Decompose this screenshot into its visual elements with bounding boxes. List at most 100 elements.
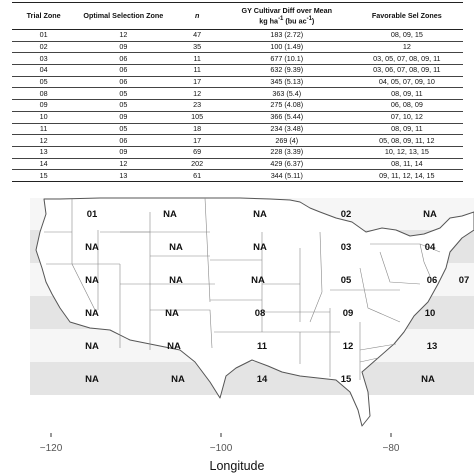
cell-gy-diff: 275 (4.08): [222, 99, 351, 112]
cell-gy-diff: 632 (9.39): [222, 64, 351, 77]
col-header-gy-diff: GY Cultivar Diff over Mean kg ha-1 (bu a…: [222, 2, 351, 30]
cell-trial-zone: 10: [12, 111, 76, 124]
cell-gy-diff: 429 (6.37): [222, 158, 351, 171]
cell-optimal-zone: 05: [75, 123, 172, 136]
state-border: [359, 343, 397, 351]
cell-n: 61: [171, 169, 223, 182]
cell-trial-zone: 03: [12, 52, 76, 66]
cell-trial-zone: 01: [12, 29, 76, 42]
zone-label: NA: [85, 275, 99, 286]
cell-optimal-zone: 06: [75, 76, 172, 89]
zone-label: 06: [427, 275, 438, 286]
table-row: 04 06 11 632 (9.39) 03, 06, 07, 08, 09, 11: [12, 64, 463, 77]
col-header-optimal-zone: Optimal Selection Zone: [75, 2, 172, 30]
cell-favorable: 08, 09, 11: [350, 123, 463, 136]
cell-trial-zone: 05: [12, 76, 76, 89]
cell-optimal-zone: 06: [75, 64, 172, 77]
state-border: [419, 243, 431, 277]
zone-label: NA: [421, 374, 435, 385]
cell-n: 17: [171, 76, 223, 89]
table-row: 11 05 18 234 (3.48) 08, 09, 11: [12, 123, 463, 136]
zone-label-layer: 01 NA NA 02 NA NA NA NA 03 04 NA NA NA 05 06 07 NA NA 08 09…: [85, 209, 469, 385]
cell-trial-zone: 02: [12, 41, 76, 54]
x-axis: −120 −100 −80 Longitude: [40, 433, 400, 473]
zone-label: NA: [85, 308, 99, 319]
x-tick-label: −100: [210, 443, 233, 454]
state-border-layer: [44, 197, 441, 380]
cell-n: 11: [171, 52, 223, 66]
cell-gy-diff: 228 (3.39): [222, 146, 351, 159]
cell-optimal-zone: 12: [75, 158, 172, 171]
table-row: 08 05 12 363 (5.4) 08, 09, 11: [12, 87, 463, 101]
zone-label: 04: [425, 242, 436, 253]
cell-n: 202: [171, 158, 223, 171]
cell-favorable: 03, 06, 07, 08, 09, 11: [350, 64, 463, 77]
table-row: 14 12 202 429 (6.37) 08, 11, 14: [12, 158, 463, 171]
zone-label: NA: [251, 275, 265, 286]
cell-favorable: 09, 11, 12, 14, 15: [350, 169, 463, 182]
zone-label: NA: [163, 209, 177, 220]
cell-gy-diff: 345 (5.13): [222, 76, 351, 89]
cell-optimal-zone: 06: [75, 52, 172, 66]
table-row: 10 09 105 366 (5.44) 07, 10, 12: [12, 111, 463, 124]
state-border: [359, 267, 401, 323]
cell-gy-diff: 269 (4): [222, 134, 351, 147]
cell-optimal-zone: 09: [75, 41, 172, 54]
zone-label: 12: [343, 341, 354, 352]
zone-label: NA: [253, 209, 267, 220]
cell-favorable: 07, 10, 12: [350, 111, 463, 124]
cell-optimal-zone: 05: [75, 87, 172, 101]
zone-label: NA: [171, 374, 185, 385]
selection-zone-table: Trial Zone Optimal Selection Zone n GY C…: [12, 2, 463, 182]
cell-gy-diff: 366 (5.44): [222, 111, 351, 124]
state-border: [150, 309, 213, 349]
cell-favorable: 08, 09, 11: [350, 87, 463, 101]
zone-map: 01 NA NA 02 NA NA NA NA 03 04 NA NA NA 05 06 07 NA NA 08 09…: [30, 197, 474, 473]
cell-optimal-zone: 13: [75, 169, 172, 182]
state-border: [71, 263, 97, 313]
table-row: 09 05 23 275 (4.08) 06, 08, 09: [12, 99, 463, 112]
gy-header-sup2: -1: [306, 15, 312, 22]
x-axis-title: Longitude: [210, 459, 265, 473]
table-body: 01 12 47 183 (2.72) 08, 09, 15 02 09 35 100 (1.4…: [12, 29, 463, 182]
x-tick-label: −80: [383, 443, 400, 454]
gy-header-sup1: -1: [278, 15, 284, 22]
state-border: [379, 251, 421, 285]
cell-optimal-zone: 06: [75, 134, 172, 147]
cell-trial-zone: 09: [12, 99, 76, 112]
table-row: 13 09 69 228 (3.39) 10, 12, 13, 15: [12, 146, 463, 159]
gy-header-unit-a: kg ha: [259, 16, 279, 26]
cell-n: 35: [171, 41, 223, 54]
col-header-favorable: Favorable Sel Zones: [350, 2, 463, 30]
cell-favorable: 12: [350, 41, 463, 54]
zone-label: NA: [169, 242, 183, 253]
zone-label: 02: [341, 209, 352, 220]
col-header-n: n: [171, 2, 223, 30]
state-border: [204, 197, 211, 303]
cell-n: 12: [171, 87, 223, 101]
cell-optimal-zone: 09: [75, 111, 172, 124]
cell-n: 105: [171, 111, 223, 124]
zone-label: 15: [341, 374, 352, 385]
table-row: 01 12 47 183 (2.72) 08, 09, 15: [12, 29, 463, 42]
cell-gy-diff: 234 (3.48): [222, 123, 351, 136]
zone-label: NA: [169, 275, 183, 286]
zone-label: NA: [85, 242, 99, 253]
table-row: 05 06 17 345 (5.13) 04, 05, 07, 09, 10: [12, 76, 463, 89]
col-header-trial-zone: Trial Zone: [12, 2, 76, 30]
cell-n: 69: [171, 146, 223, 159]
cell-optimal-zone: 05: [75, 99, 172, 112]
state-border: [309, 231, 323, 323]
cell-favorable: 08, 09, 15: [350, 29, 463, 42]
cell-trial-zone: 11: [12, 123, 76, 136]
cell-n: 18: [171, 123, 223, 136]
zone-label: NA: [167, 341, 181, 352]
gy-header-line1: GY Cultivar Diff over Mean: [241, 5, 333, 15]
table-row: 15 13 61 344 (5.11) 09, 11, 12, 14, 15: [12, 169, 463, 182]
zone-label: 13: [427, 341, 438, 352]
cell-trial-zone: 14: [12, 158, 76, 171]
cell-n: 47: [171, 29, 223, 42]
cell-favorable: 10, 12, 13, 15: [350, 146, 463, 159]
zone-band: [30, 362, 474, 395]
cell-optimal-zone: 12: [75, 29, 172, 42]
